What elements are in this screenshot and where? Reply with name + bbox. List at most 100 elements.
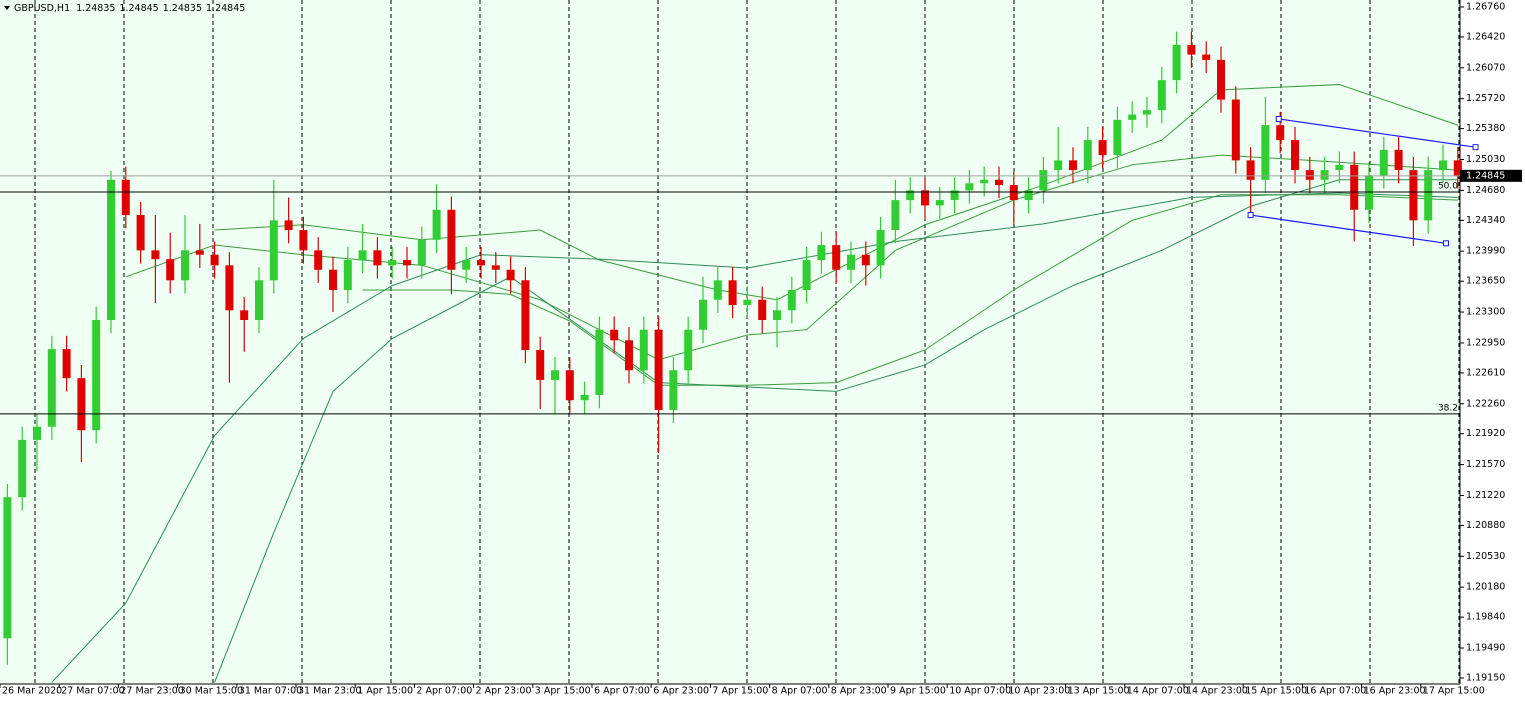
- x-tick-label: 7 Apr 15:00: [712, 686, 768, 697]
- candle-body: [1291, 140, 1299, 171]
- candle-body: [906, 190, 915, 201]
- y-tick-label: 1.21920: [1466, 428, 1505, 439]
- channel-line: [1278, 118, 1476, 148]
- x-tick-label: 17 Apr 15:00: [1423, 686, 1485, 697]
- y-tick-label: 1.20530: [1466, 551, 1505, 562]
- x-tick-label: 3 Apr 15:00: [535, 686, 591, 697]
- candle-body: [77, 378, 86, 431]
- x-tick-label: 13 Apr 15:00: [1068, 686, 1130, 697]
- x-tick-label: 8 Apr 07:00: [772, 686, 828, 697]
- x-tick-label: 31 Mar 07:00: [239, 686, 302, 697]
- candle-body: [1009, 185, 1018, 201]
- candle-body: [181, 250, 189, 281]
- x-tick-label: 30 Mar 15:00: [180, 686, 243, 697]
- y-tick-label: 1.23990: [1466, 246, 1505, 257]
- candle-body: [1083, 140, 1092, 171]
- x-tick-label: 10 Apr 07:00: [949, 686, 1011, 697]
- candle-body: [432, 209, 441, 240]
- candle-body: [1024, 190, 1033, 201]
- quote-high: 1.24845: [119, 3, 158, 14]
- x-tick-label: 16 Apr 07:00: [1304, 686, 1366, 697]
- channel-anchor: [1247, 212, 1254, 219]
- candle-body: [1409, 170, 1418, 221]
- candle-body: [491, 265, 500, 270]
- y-tick-label: 1.25030: [1466, 154, 1505, 165]
- candle-body: [121, 179, 130, 216]
- candle-body: [1320, 170, 1329, 180]
- channel-line: [1250, 214, 1447, 244]
- x-tick-label: 16 Apr 23:00: [1364, 686, 1426, 697]
- x-tick-label: 31 Mar 23:00: [298, 686, 361, 697]
- candle-body: [373, 250, 382, 266]
- fibo-label: 50.0: [1438, 181, 1458, 191]
- y-tick-label: 1.26070: [1466, 62, 1505, 73]
- candle-body: [832, 245, 841, 270]
- candle-body: [506, 269, 515, 281]
- menu-triangle[interactable]: [4, 6, 10, 10]
- x-tick-label: 27 Mar 23:00: [120, 686, 183, 697]
- y-tick-label: 1.21570: [1466, 459, 1505, 470]
- candle-body: [743, 299, 752, 306]
- candle-body: [1246, 160, 1255, 180]
- candle-body: [847, 254, 855, 270]
- candle-body: [3, 497, 12, 639]
- candle-body: [551, 370, 559, 380]
- candle-body: [639, 329, 648, 371]
- candle-body: [1157, 80, 1166, 111]
- candle-body: [565, 370, 574, 401]
- candle-body: [1128, 114, 1137, 120]
- x-tick-label: 1 Apr 15:00: [357, 686, 413, 697]
- candle-body: [255, 280, 263, 320]
- candle-body: [1439, 160, 1447, 171]
- y-tick-label: 1.24340: [1466, 215, 1505, 226]
- last-price-box: [1460, 169, 1522, 182]
- candle-body: [521, 280, 530, 350]
- candle-body: [329, 269, 337, 291]
- x-tick-label: 9 Apr 15:00: [890, 686, 946, 697]
- candle-body: [980, 179, 989, 184]
- candle-body: [1261, 125, 1270, 180]
- y-tick-label: 1.21220: [1466, 490, 1505, 501]
- candle-body: [1098, 140, 1107, 156]
- candle-body: [935, 200, 944, 206]
- y-tick-label: 1.22950: [1466, 337, 1505, 348]
- channel-anchor: [1472, 144, 1479, 151]
- candle-body: [1305, 170, 1314, 180]
- y-tick-label: 1.24680: [1466, 185, 1505, 196]
- x-tick-label: 2 Apr 07:00: [416, 686, 472, 697]
- candle-body: [225, 265, 234, 311]
- x-tick-label: 2 Apr 23:00: [476, 686, 532, 697]
- candle-body: [417, 239, 426, 266]
- candle-body: [1379, 149, 1388, 176]
- candle-body: [1054, 160, 1063, 171]
- candle-body: [447, 209, 456, 270]
- indicator-line: [51, 192, 1458, 683]
- candle-body: [861, 254, 870, 266]
- candle-body: [921, 190, 929, 206]
- chart-header: GBPUSD,H1 1.24835 1.24845 1.24835 1.24845: [14, 3, 245, 14]
- candle-body: [536, 349, 545, 380]
- candle-body: [136, 215, 145, 251]
- candle-body: [299, 230, 308, 251]
- candle-body: [1187, 44, 1196, 55]
- candle-body: [62, 349, 71, 379]
- candle-body: [728, 280, 737, 306]
- candle-body: [891, 200, 900, 231]
- x-tick-label: 6 Apr 07:00: [594, 686, 650, 697]
- y-tick-label: 1.25720: [1466, 93, 1505, 104]
- candle-body: [92, 319, 101, 431]
- candle-body: [1276, 125, 1285, 141]
- x-tick-label: 6 Apr 23:00: [653, 686, 709, 697]
- x-tick-label: 8 Apr 23:00: [831, 686, 887, 697]
- period-separators: [34, 0, 1460, 684]
- candle-body: [802, 260, 811, 291]
- channel-anchor: [1442, 240, 1449, 247]
- candle-body: [713, 280, 722, 300]
- candle-body: [314, 250, 323, 270]
- last-price-label: 1.24845: [1466, 170, 1505, 181]
- candle-body: [477, 260, 485, 266]
- candle-body: [625, 340, 633, 371]
- candle-body: [950, 190, 959, 201]
